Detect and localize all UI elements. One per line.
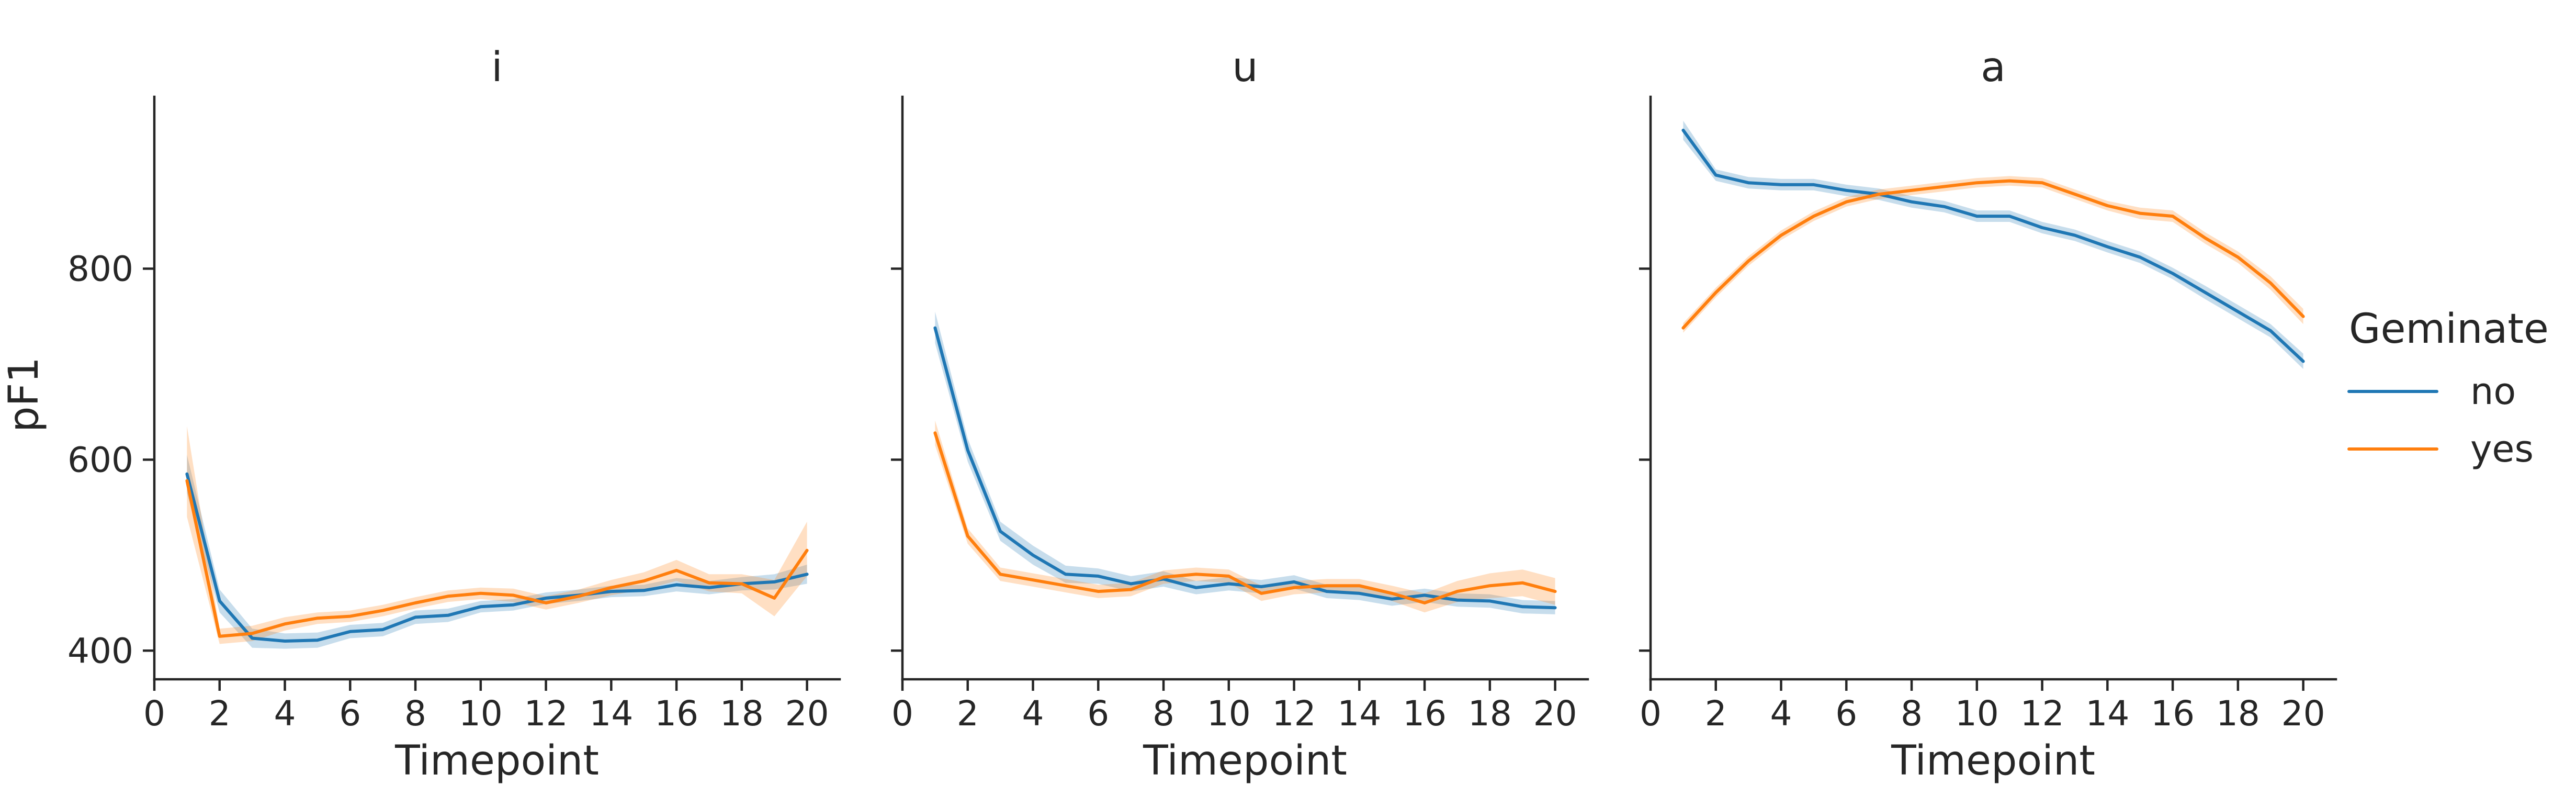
- x-tick-label: 4: [1022, 693, 1044, 734]
- x-axis-label: Timepoint: [1891, 737, 2095, 784]
- x-tick-label: 12: [2020, 693, 2064, 734]
- series-line-yes: [185, 479, 809, 638]
- y-tick-label: 800: [67, 249, 133, 289]
- x-tick-label: 18: [2216, 693, 2260, 734]
- panel-title: u: [1232, 44, 1258, 91]
- x-tick-label: 10: [459, 693, 503, 734]
- ci-band-no: [187, 455, 807, 649]
- x-tick-label: 12: [1272, 693, 1316, 734]
- series-line-yes: [1681, 179, 2305, 330]
- ci-band-yes: [187, 426, 807, 644]
- x-tick-label: 16: [654, 693, 698, 734]
- legend-label-yes: yes: [2470, 428, 2534, 470]
- x-axis-label: Timepoint: [394, 737, 599, 784]
- legend: Geminate no yes: [2347, 306, 2549, 470]
- x-tick-label: 10: [1207, 693, 1251, 734]
- x-tick-label: 0: [143, 693, 165, 734]
- panel-title: i: [491, 44, 503, 91]
- ci-band-yes: [1683, 176, 2303, 333]
- x-tick-label: 2: [1705, 693, 1727, 734]
- x-tick-label: 0: [891, 693, 913, 734]
- x-tick-label: 20: [2281, 693, 2325, 734]
- x-tick-label: 6: [1835, 693, 1857, 734]
- ci-band-no: [935, 311, 1555, 614]
- panel-title: a: [1981, 44, 2006, 91]
- x-tick-label: 8: [1901, 693, 1923, 734]
- x-tick-label: 8: [1153, 693, 1174, 734]
- x-axis-label: Timepoint: [1143, 737, 1347, 784]
- x-tick-label: 0: [1640, 693, 1662, 734]
- ci-band-yes: [935, 420, 1555, 613]
- legend-entries: no yes: [2347, 370, 2534, 470]
- x-tick-label: 14: [2085, 693, 2129, 734]
- x-tick-label: 12: [524, 693, 568, 734]
- y-tick-label: 600: [67, 440, 133, 480]
- y-tick-label: 400: [67, 631, 133, 671]
- x-tick-label: 4: [1770, 693, 1792, 734]
- x-tick-label: 10: [1955, 693, 1999, 734]
- legend-label-no: no: [2470, 370, 2516, 413]
- panel-i: i 0 2 4 6 8 10 12 14 16 18 20 400 600 800 Timepoint: [67, 44, 841, 784]
- panel-a: a 0 2 4 6 8 10 12 14 16 18 20 Timepoint: [1639, 44, 2337, 784]
- x-tick-label: 4: [274, 693, 296, 734]
- x-tick-label: 16: [2151, 693, 2195, 734]
- x-tick-label: 14: [1337, 693, 1381, 734]
- x-tick-label: 16: [1403, 693, 1447, 734]
- x-tick-label: 8: [404, 693, 426, 734]
- series-line-yes: [933, 431, 1557, 604]
- x-tick-label: 18: [1468, 693, 1512, 734]
- x-tick-label: 20: [785, 693, 829, 734]
- x-tick-label: 14: [589, 693, 633, 734]
- series-line-no: [933, 326, 1557, 610]
- x-tick-label: 6: [339, 693, 361, 734]
- x-tick-label: 20: [1533, 693, 1577, 734]
- x-tick-label: 2: [209, 693, 231, 734]
- series-line-no: [185, 472, 809, 643]
- y-axis-label: pF1: [1, 357, 48, 432]
- legend-title: Geminate: [2349, 306, 2549, 353]
- series-line-no: [1681, 128, 2305, 363]
- x-tick-label: 18: [720, 693, 764, 734]
- x-tick-label: 2: [957, 693, 979, 734]
- x-tick-label: 6: [1087, 693, 1109, 734]
- panel-u: u 0 2 4 6 8 10 12 14 16 18 20 Timepoint: [891, 44, 1589, 784]
